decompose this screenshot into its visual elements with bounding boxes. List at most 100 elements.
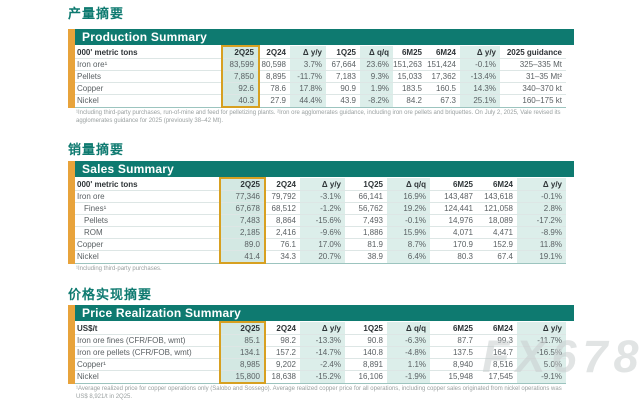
value-cell: -9.1%: [517, 370, 566, 383]
value-cell: 20.7%: [300, 250, 345, 263]
value-cell: 15,948: [448, 372, 473, 382]
value-cell: -9.6%: [300, 226, 345, 239]
value-cell: 43.9: [340, 96, 356, 106]
value-cell: 90.9: [340, 84, 356, 93]
value-cell: 27.9: [270, 96, 286, 106]
value-cell: 183.5: [401, 84, 422, 93]
value-cell: 2,416: [275, 228, 296, 237]
value-cell: 157.2: [275, 348, 296, 357]
value-cell: 18,638: [271, 372, 296, 382]
table-row: Iron ore¹ 83,599 80,598 3.7% 67,664 23.6% 151,…: [75, 58, 566, 71]
value-cell: -0.1%: [387, 214, 430, 227]
row-label: ROM: [84, 228, 103, 237]
column-header: 6M25: [452, 179, 473, 189]
value-cell: 44.4%: [290, 94, 326, 107]
column-header: 2Q24: [266, 47, 286, 57]
value-cell: 41.4: [219, 250, 266, 264]
value-cell: 7,183: [335, 72, 356, 81]
column-header: 1Q25: [336, 47, 356, 57]
value-cell: 5.0%: [517, 358, 566, 371]
column-header: 2Q25: [219, 177, 266, 191]
value-cell: 325–335 Mt: [519, 60, 562, 69]
value-cell: 6.4%: [387, 250, 430, 263]
value-cell: -3.1%: [300, 190, 345, 203]
value-cell: 79,792: [271, 192, 296, 201]
price-table-title: Price Realization Summary: [75, 305, 574, 321]
value-cell: 1.9%: [360, 82, 393, 95]
row-label: Copper: [77, 84, 104, 93]
value-cell: 19.2%: [387, 202, 430, 215]
table-row: ROM 2,185 2,416 -9.6% 1,886 15.9% 4,071 4,471 -8…: [75, 226, 566, 239]
value-cell: 17.0%: [300, 238, 345, 251]
price-realization-table: US$/t 2Q25 2Q24 Δ y/y 1Q25 Δ q/q 6M25 6M24 Δ y/y…: [75, 321, 566, 384]
value-cell: 25.1%: [460, 94, 500, 107]
value-cell: 143,618: [484, 192, 513, 201]
production-title-zh: 产量摘要: [68, 6, 125, 21]
value-cell: 98.2: [280, 336, 296, 345]
sales-table: 000' metric tons 2Q25 2Q24 Δ y/y 1Q25 Δ q/q 6M…: [75, 177, 566, 264]
value-cell: 66,141: [358, 192, 383, 201]
value-cell: 31–35 Mt²: [525, 72, 562, 81]
value-cell: 8,895: [265, 72, 286, 81]
table-row: Copper 92.6 78.6 17.8% 90.9 1.9% 183.5 160.5 14.…: [75, 82, 566, 95]
column-header: Δ y/y: [300, 322, 345, 335]
unit-header: US$/t: [77, 323, 98, 333]
row-label: Iron ore: [77, 192, 105, 201]
value-cell: 8,985: [219, 358, 266, 371]
value-cell: 137.5: [452, 348, 473, 357]
row-label: Fines¹: [84, 204, 107, 213]
value-cell: 99.3: [497, 336, 513, 345]
table-row: Nickel 40.3 27.9 44.4% 43.9 -8.2% 84.2 67.3 25.1…: [75, 94, 566, 108]
value-cell: 90.8: [367, 336, 383, 345]
value-cell: 160–175 kt: [522, 96, 562, 106]
value-cell: -1.2%: [300, 202, 345, 215]
column-header-row: 000' metric tons 2Q25 2Q24 Δ y/y 1Q25 Δ q/q 6M…: [75, 177, 566, 191]
row-label: Iron ore¹: [77, 60, 108, 69]
value-cell: 160.5: [435, 84, 456, 93]
price-title-zh: 价格实现摘要: [68, 287, 153, 302]
column-header: 2025 guidance: [506, 47, 562, 57]
value-cell: -15.6%: [300, 214, 345, 227]
column-header: Δ y/y: [517, 322, 566, 335]
value-cell: 76.1: [280, 240, 296, 249]
column-header: 6M24: [492, 179, 513, 189]
value-cell: 67.3: [440, 96, 456, 106]
production-table-block: Production Summary 000' metric tons 2Q25 2…: [68, 29, 574, 108]
column-header: 6M24: [435, 47, 456, 57]
value-cell: -14.7%: [300, 346, 345, 359]
value-cell: 19.1%: [517, 250, 566, 263]
value-cell: 124,441: [444, 204, 473, 213]
value-cell: 14.3%: [460, 82, 500, 95]
column-header: 2Q24: [276, 179, 296, 189]
table-row: Copper¹ 8,985 9,202 -2.4% 8,891 1.1% 8,940 8,51…: [75, 358, 566, 371]
value-cell: 40.3: [221, 94, 260, 108]
column-header: Δ q/q: [387, 178, 430, 191]
value-cell: -13.4%: [460, 70, 500, 83]
accent-bar: [68, 305, 75, 384]
value-cell: 89.0: [219, 238, 266, 251]
column-header: 6M24: [492, 323, 513, 333]
value-cell: 3.7%: [290, 58, 326, 71]
value-cell: 8,516: [492, 360, 513, 369]
value-cell: 14,976: [448, 216, 473, 225]
value-cell: 67,664: [331, 60, 356, 69]
value-cell: -8.9%: [517, 226, 566, 239]
price-footnote: ¹Average realized price for copper opera…: [76, 386, 562, 400]
value-cell: 84.2: [406, 96, 422, 106]
column-header: Δ y/y: [460, 46, 500, 59]
table-row: Pellets 7,483 8,864 -15.6% 7,493 -0.1% 14,976 1…: [75, 214, 566, 227]
table-row: Pellets 7,850 8,895 -11.7% 7,183 9.3% 15,033 17…: [75, 70, 566, 83]
price-table-block: Price Realization Summary US$/t 2Q25 2Q24 Δ…: [68, 305, 574, 384]
row-label: Iron ore fines (CFR/FOB, wmt): [77, 336, 186, 345]
column-header-row: US$/t 2Q25 2Q24 Δ y/y 1Q25 Δ q/q 6M25 6M24 Δ y/y: [75, 321, 566, 335]
value-cell: 2.8%: [517, 202, 566, 215]
sales-title-zh: 销量摘要: [68, 142, 125, 157]
sales-footnote: ¹Including third-party purchases.: [76, 266, 162, 272]
value-cell: 7,493: [362, 216, 383, 225]
value-cell: 340–370 kt: [522, 84, 562, 93]
value-cell: 152.9: [492, 240, 513, 249]
unit-header: 000' metric tons: [77, 47, 138, 57]
value-cell: 34.3: [280, 252, 296, 262]
value-cell: 15,033: [397, 72, 422, 81]
